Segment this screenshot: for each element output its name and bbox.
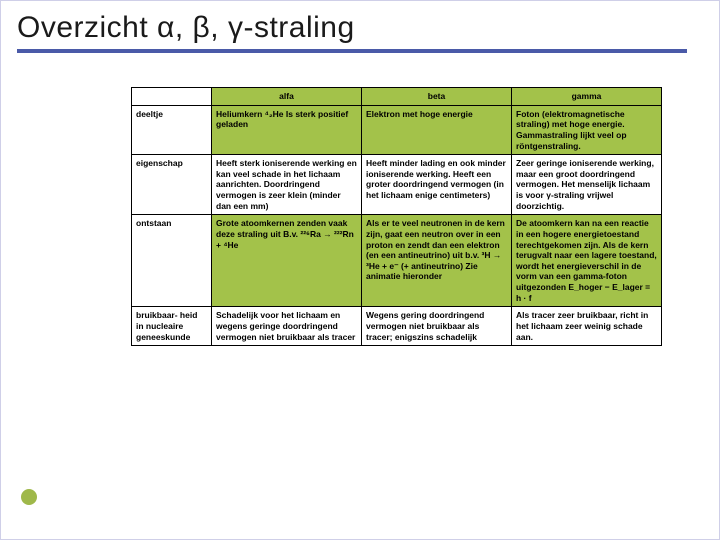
title-underline xyxy=(17,49,687,53)
accent-dot-icon xyxy=(21,489,37,505)
table-row: bruikbaar- heid in nucleaire geneeskunde… xyxy=(132,307,662,346)
row-header: deeltje xyxy=(132,105,212,155)
row-header: eigenschap xyxy=(132,155,212,215)
cell: Schadelijk voor het lichaam en wegens ge… xyxy=(212,307,362,346)
radiation-table: alfa beta gamma deeltje Heliumkern ⁴₂He … xyxy=(131,87,661,346)
cell: Elektron met hoge energie xyxy=(362,105,512,155)
table-row: eigenschap Heeft sterk ioniserende werki… xyxy=(132,155,662,215)
cell: Heliumkern ⁴₂He Is sterk positief gelade… xyxy=(212,105,362,155)
cell: Grote atoomkernen zenden vaak deze stral… xyxy=(212,215,362,307)
col-gamma: gamma xyxy=(512,88,662,106)
cell: Wegens gering doordringend vermogen niet… xyxy=(362,307,512,346)
cell: Foton (elektromagnetische straling) met … xyxy=(512,105,662,155)
title-area: Overzicht α, β, γ-straling xyxy=(1,1,719,59)
table-header-row: alfa beta gamma xyxy=(132,88,662,106)
table-row: ontstaan Grote atoomkernen zenden vaak d… xyxy=(132,215,662,307)
table: alfa beta gamma deeltje Heliumkern ⁴₂He … xyxy=(131,87,662,346)
col-beta: beta xyxy=(362,88,512,106)
table-row: deeltje Heliumkern ⁴₂He Is sterk positie… xyxy=(132,105,662,155)
table-corner xyxy=(132,88,212,106)
cell: De atoomkern kan na een reactie in een h… xyxy=(512,215,662,307)
slide: Overzicht α, β, γ-straling alfa beta gam… xyxy=(0,0,720,540)
row-header: bruikbaar- heid in nucleaire geneeskunde xyxy=(132,307,212,346)
cell: Heeft minder lading en ook minder ionise… xyxy=(362,155,512,215)
col-alfa: alfa xyxy=(212,88,362,106)
row-header: ontstaan xyxy=(132,215,212,307)
cell: Zeer geringe ioniserende werking, maar e… xyxy=(512,155,662,215)
cell: Heeft sterk ioniserende werking en kan v… xyxy=(212,155,362,215)
cell: Als tracer zeer bruikbaar, richt in het … xyxy=(512,307,662,346)
page-title: Overzicht α, β, γ-straling xyxy=(17,11,701,45)
cell: Als er te veel neutronen in de kern zijn… xyxy=(362,215,512,307)
